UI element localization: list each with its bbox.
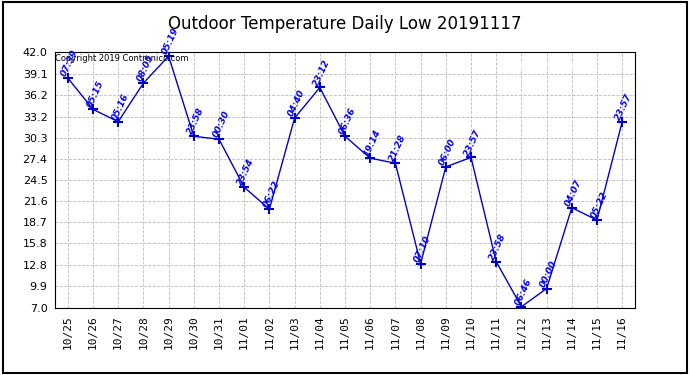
- Text: 04:07: 04:07: [564, 178, 584, 208]
- Text: 23:54: 23:54: [236, 158, 256, 187]
- Text: 04:40: 04:40: [286, 88, 306, 118]
- Text: 07:39: 07:39: [59, 48, 80, 78]
- Text: 05:15: 05:15: [85, 80, 105, 110]
- Text: 05:16: 05:16: [110, 92, 130, 122]
- Text: 05:19: 05:19: [161, 26, 181, 56]
- Text: 06:22: 06:22: [262, 179, 282, 209]
- Text: 07:10: 07:10: [413, 234, 433, 264]
- Text: Copyright 2019 Contronico.com: Copyright 2019 Contronico.com: [55, 54, 188, 63]
- Text: 19:14: 19:14: [362, 128, 382, 158]
- Text: 05:22: 05:22: [589, 190, 609, 220]
- Text: 23:12: 23:12: [312, 58, 332, 87]
- Text: 23:57: 23:57: [463, 128, 483, 158]
- Text: 00:30: 00:30: [211, 110, 231, 139]
- Text: 06:46: 06:46: [513, 277, 533, 307]
- Text: Outdoor Temperature Daily Low 20191117: Outdoor Temperature Daily Low 20191117: [168, 15, 522, 33]
- Text: 23:57: 23:57: [614, 92, 634, 122]
- Text: 08:05: 08:05: [135, 53, 155, 83]
- Text: 00:00: 00:00: [538, 259, 559, 288]
- Text: 06:00: 06:00: [437, 137, 458, 167]
- Text: 06:36: 06:36: [337, 106, 357, 136]
- Text: 21:28: 21:28: [387, 134, 408, 163]
- Text: 23:58: 23:58: [186, 106, 206, 136]
- Text: 23:58: 23:58: [488, 232, 509, 262]
